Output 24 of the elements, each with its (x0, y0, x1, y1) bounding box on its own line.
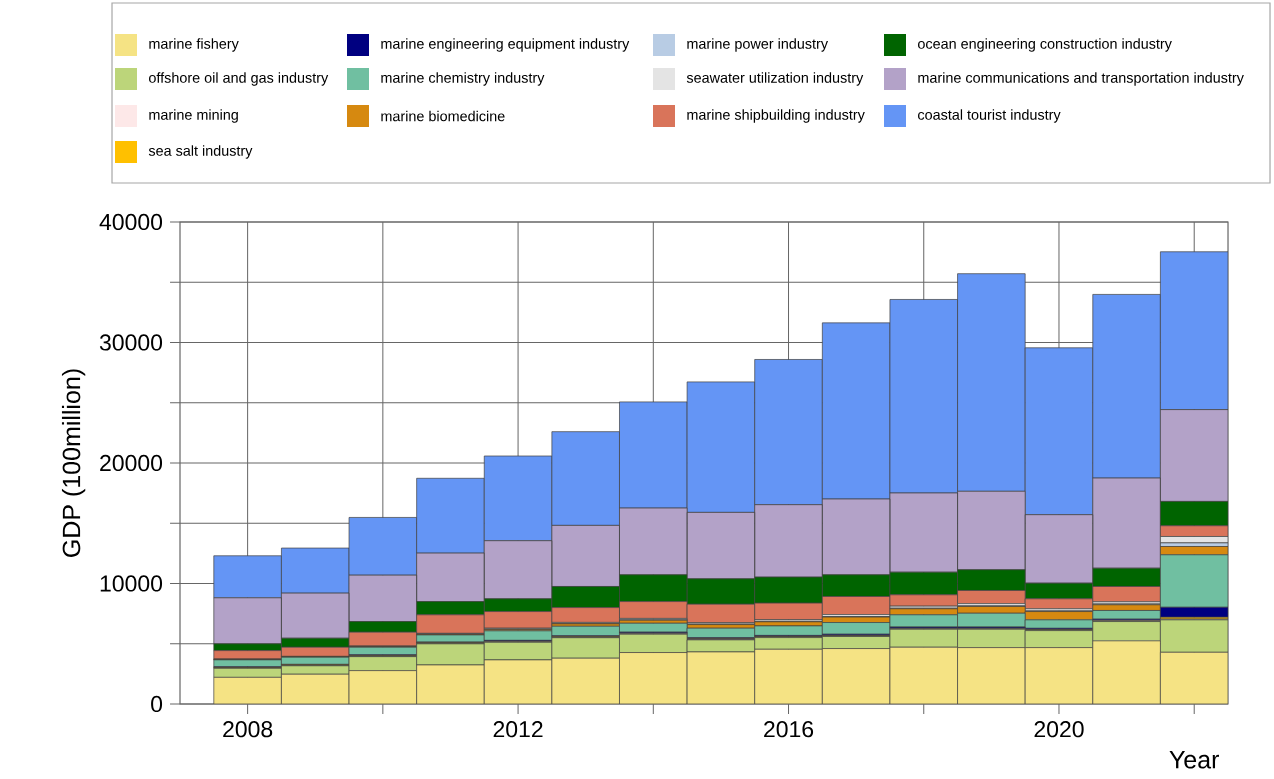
legend-label: marine biomedicine (381, 110, 505, 122)
legend-label: offshore oil and gas industry (149, 72, 329, 86)
legend-label: marine mining (149, 109, 238, 123)
x-tick-label: 2016 (764, 721, 814, 738)
y-tick-label: 10000 (100, 575, 163, 592)
legend-label: marine communications and transportation industry (918, 72, 1244, 86)
y-tick-label: 30000 (99, 334, 163, 351)
y-tick-label: 40000 (99, 213, 163, 231)
legend-label: marine fishery (149, 38, 239, 52)
y-tick-label: 0 (151, 695, 163, 713)
legend-label: sea salt industry (148, 145, 253, 159)
x-tick-label: 2008 (223, 721, 273, 738)
x-tick-label: 2012 (493, 721, 543, 738)
legend-label: ocean engineering construction industry (918, 38, 1172, 52)
legend-label: seawater utilization industry (686, 72, 864, 86)
x-axis-title: Year (1169, 751, 1220, 769)
legend-label: marine engineering equipment industry (381, 38, 630, 52)
y-tick-label: 20000 (100, 454, 163, 472)
x-tick-label: 2020 (1034, 721, 1084, 738)
legend-label: marine chemistry industry (381, 72, 545, 86)
y-axis-title: GDP (100million) (61, 369, 86, 557)
legend-label: marine shipbuilding industry (687, 109, 865, 123)
legend-label: marine power industry (687, 38, 829, 52)
legend-label: coastal tourist industry (918, 109, 1061, 123)
